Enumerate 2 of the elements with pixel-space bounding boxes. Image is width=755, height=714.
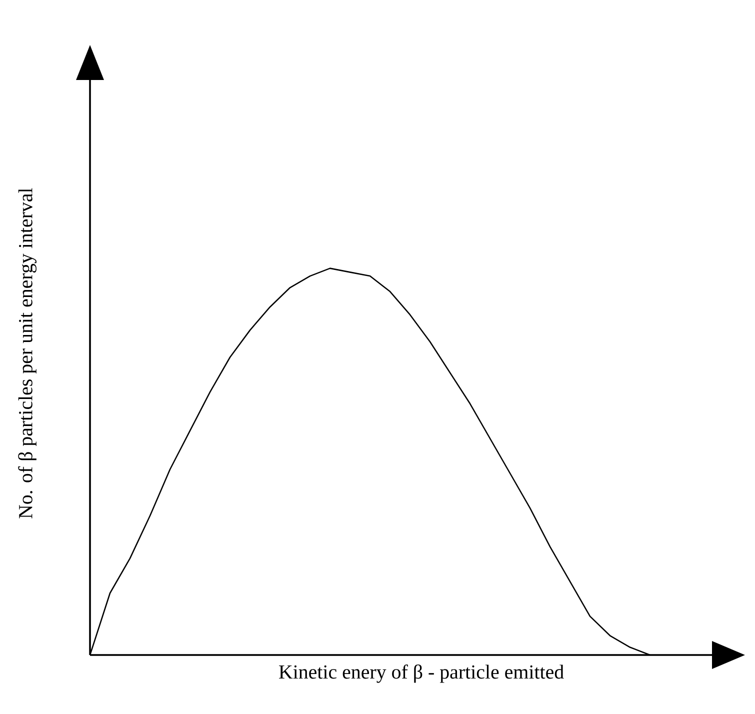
- x-axis-title: Kinetic enery of β - particle emitted: [279, 664, 564, 683]
- y-axis-title: No. of β particles per unit energy interval: [18, 188, 36, 518]
